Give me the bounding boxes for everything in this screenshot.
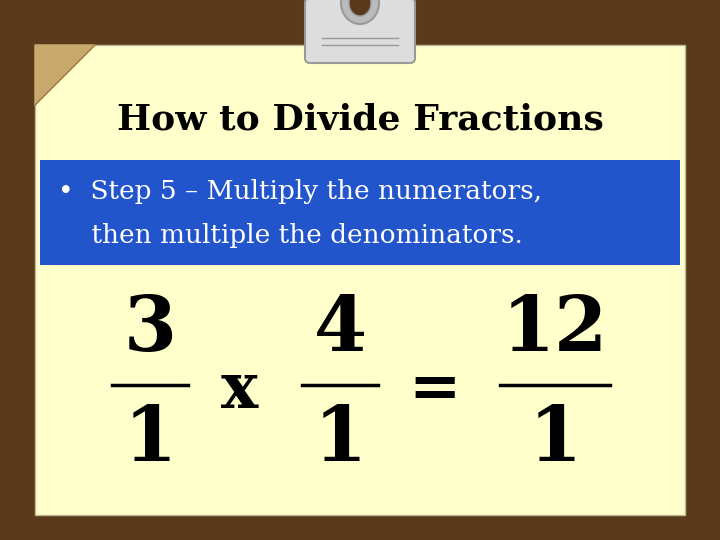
FancyBboxPatch shape: [35, 45, 685, 515]
Text: •  Step 5 – Multiply the numerators,: • Step 5 – Multiply the numerators,: [58, 179, 542, 205]
Ellipse shape: [349, 0, 371, 16]
Text: 1: 1: [123, 403, 176, 477]
Text: 3: 3: [124, 293, 176, 367]
Text: 1: 1: [528, 403, 582, 477]
Text: How to Divide Fractions: How to Divide Fractions: [117, 103, 603, 137]
Text: x: x: [221, 360, 258, 421]
FancyBboxPatch shape: [40, 160, 680, 265]
Text: 12: 12: [502, 293, 608, 367]
Text: then multiple the denominators.: then multiple the denominators.: [58, 222, 523, 247]
FancyBboxPatch shape: [305, 0, 415, 63]
Text: =: =: [409, 360, 462, 421]
Polygon shape: [35, 45, 95, 105]
Text: 1: 1: [313, 403, 366, 477]
Text: 4: 4: [313, 293, 366, 367]
Ellipse shape: [341, 0, 379, 24]
